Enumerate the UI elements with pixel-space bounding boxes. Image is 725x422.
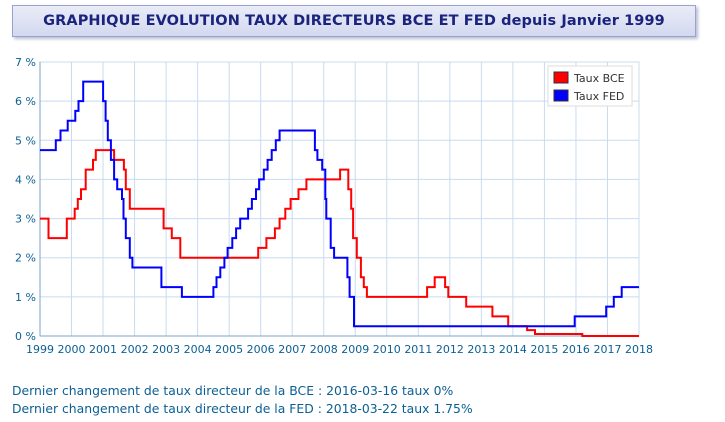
x-tick-label: 2017	[593, 343, 621, 356]
y-tick-label: 4 %	[15, 173, 36, 186]
x-tick-label: 2004	[184, 343, 212, 356]
y-tick-label: 6 %	[15, 95, 36, 108]
y-tick-label: 5 %	[15, 134, 36, 147]
bce-last-change-text: Dernier changement de taux directeur de …	[12, 383, 454, 398]
x-tick-label: 2003	[152, 343, 180, 356]
x-tick-label: 2011	[404, 343, 432, 356]
y-tick-label: 2 %	[15, 252, 36, 265]
y-tick-label: 0 %	[15, 330, 36, 343]
x-tick-label: 2005	[215, 343, 243, 356]
chart-title-box: GRAPHIQUE EVOLUTION TAUX DIRECTEURS BCE …	[12, 5, 696, 37]
x-tick-label: 2012	[436, 343, 464, 356]
fed-last-change-text: Dernier changement de taux directeur de …	[12, 401, 473, 416]
x-tick-label: 1999	[26, 343, 54, 356]
plot-area	[39, 61, 640, 337]
x-tick-label: 2008	[310, 343, 338, 356]
legend-label-bce: Taux BCE	[573, 72, 625, 85]
y-tick-label: 7 %	[15, 56, 36, 69]
legend-swatch-fed	[553, 89, 569, 102]
x-tick-label: 2002	[121, 343, 149, 356]
x-tick-label: 2015	[530, 343, 558, 356]
chart-title: GRAPHIQUE EVOLUTION TAUX DIRECTEURS BCE …	[43, 13, 665, 29]
x-tick-label: 2013	[467, 343, 495, 356]
x-tick-label: 2006	[247, 343, 275, 356]
x-tick-label: 2009	[341, 343, 369, 356]
x-tick-label: 2001	[89, 343, 117, 356]
series-line-bce	[40, 149, 639, 337]
x-tick-label: 2007	[278, 343, 306, 356]
legend-label-fed: Taux FED	[573, 90, 624, 103]
x-tick-label: 2016	[562, 343, 590, 356]
x-tick-label: 2000	[58, 343, 86, 356]
legend-swatch-bce	[553, 71, 569, 84]
x-tick-label: 2018	[625, 343, 653, 356]
series-line-fed	[40, 80, 639, 328]
rate-chart: 1999 2000 2001 2002 2003 2004 2005 2006 2007 2008…	[15, 56, 653, 356]
x-tick-label: 2010	[373, 343, 401, 356]
y-tick-label: 3 %	[15, 213, 36, 226]
x-tick-label: 2014	[499, 343, 527, 356]
y-tick-label: 1 %	[15, 291, 36, 304]
